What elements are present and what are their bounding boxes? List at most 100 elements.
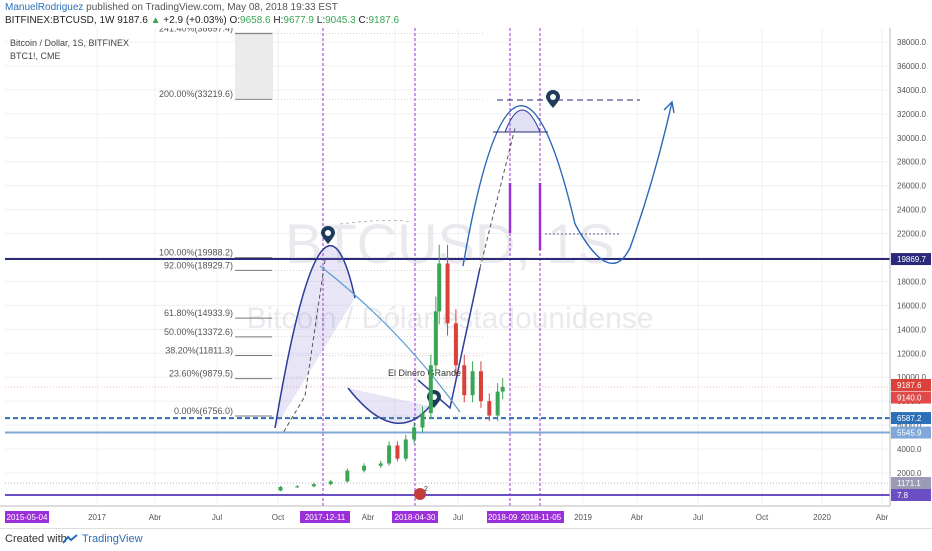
y-tick-label: 12000.0 (897, 349, 926, 358)
chart-header: ManuelRodriguez published on TradingView… (0, 0, 932, 28)
candle-body (500, 386, 505, 392)
candle-body (278, 487, 283, 491)
candle-body (470, 371, 475, 396)
fib-label: 0.00%(6756.0) (174, 406, 233, 416)
dashed-arc-top (339, 220, 413, 225)
legend-main: Bitcoin / Dollar, 1S, BITFINEX (10, 38, 129, 48)
candle-body (311, 484, 316, 487)
y-tick-label: 14000.0 (897, 325, 926, 334)
candle-body (295, 486, 300, 488)
x-date-highlight-text: 2017-12-11 (305, 513, 346, 522)
author-link[interactable]: ManuelRodriguez (5, 2, 84, 13)
x-tick-label: 2019 (574, 513, 592, 522)
price-label-box (891, 412, 931, 425)
cup-left-arc (274, 245, 356, 429)
low-value: 9045.3 (325, 15, 356, 26)
projection-drawings: El Dinero GRande (274, 90, 675, 434)
x-tick-label: Jul (212, 513, 222, 522)
y-tick-label: 22000.0 (897, 230, 926, 239)
price-label-text: 9187.6 (897, 381, 922, 390)
price-label-box (891, 477, 931, 489)
x-date-highlight-text: 2018-09- (488, 513, 520, 522)
candle-body (362, 465, 367, 471)
x-tick-label: Abr (362, 513, 375, 522)
candle-body (428, 365, 433, 414)
candle-body (345, 470, 350, 482)
fib-extension-band (235, 32, 273, 98)
price-label-box (891, 489, 931, 501)
candle-body (445, 263, 450, 324)
time-axis: 2017 Abr Jul Oct Jul 2019 Abr Jul Oct 2020 Abr Abr 2… (0, 505, 890, 523)
candle-body (420, 413, 425, 428)
price-label-text: 9140.0 (897, 394, 922, 403)
x-tick-label: 2020 (813, 513, 831, 522)
x-date-highlight (5, 511, 49, 523)
watermark-symbol: BTCUSD, 1S (285, 212, 615, 275)
chart-area[interactable]: BTCUSD, 1S Bitcoin / Dólar estadounidens… (0, 24, 932, 528)
tradingview-logo-icon (62, 534, 78, 544)
last-price: 9187.6 (117, 15, 148, 26)
projection-arrowhead (663, 100, 675, 114)
x-tick-label: Abr (631, 513, 644, 522)
projection-arc-second (574, 101, 673, 265)
high-value: 9677.9 (283, 15, 314, 26)
x-date-highlight-text: 2015-05-04 (7, 513, 48, 522)
candle-body (453, 323, 458, 366)
price-axis: 2000.04000.06000.08000.010000.012000.014… (889, 28, 931, 506)
rally-arrow-path (417, 267, 481, 410)
grid (5, 28, 890, 506)
created-with-text: Created with (5, 533, 67, 545)
vertical-markers (322, 28, 542, 506)
flag-icon[interactable]: 2 (414, 486, 428, 500)
legend-compare: BTC1!, CME (10, 51, 61, 61)
x-tick-label: Oct (272, 513, 285, 522)
fib-label: 92.00%(18929.7) (164, 260, 233, 270)
y-tick-label: 2000.0 (897, 469, 922, 478)
candle-body (412, 427, 417, 440)
top-cup-fill (504, 109, 541, 133)
price-label-text: 7.8 (897, 491, 909, 500)
symbol-label: BITFINEX:BTCUSD, 1W (5, 15, 115, 26)
fib-label: 50.00%(13372.6) (164, 327, 233, 337)
footer: Created with TradingView (0, 528, 932, 551)
price-label-text: 6587.2 (897, 414, 922, 423)
candle-body (462, 365, 467, 396)
open-label: O: (229, 15, 241, 26)
x-date-highlight (487, 511, 521, 523)
candle-body (395, 445, 400, 459)
close-label: C: (358, 15, 369, 26)
x-tick-label: Abr (149, 513, 162, 522)
x-date-highlight-text: 2018-04-30 (395, 513, 436, 522)
price-label-box (891, 426, 931, 439)
up-arrow-icon: ▲ (150, 15, 161, 26)
brand-link[interactable]: TradingView (82, 533, 143, 545)
x-date-highlight (392, 511, 438, 523)
candle-body (478, 371, 483, 402)
projection-arc-up (462, 105, 576, 267)
candle-body (328, 481, 333, 485)
candlestick-series (278, 244, 505, 492)
publish-text: published on TradingView.com, May 08, 20… (86, 2, 338, 13)
fib-label: 200.00%(33219.6) (159, 89, 233, 99)
y-tick-label: 10000.0 (897, 373, 926, 382)
candle-body (433, 311, 438, 366)
x-tick-label: Jul (693, 513, 703, 522)
fib-label: 61.80%(14933.9) (164, 308, 233, 318)
x-date-highlight (518, 511, 564, 523)
candle-body (387, 445, 392, 464)
y-tick-label: 18000.0 (897, 277, 926, 286)
y-tick-label: 34000.0 (897, 86, 926, 95)
x-tick-label: Jul (453, 513, 463, 522)
svg-text:2: 2 (424, 486, 428, 493)
price-chart[interactable]: BTCUSD, 1S Bitcoin / Dólar estadounidens… (0, 24, 932, 528)
y-tick-label: 28000.0 (897, 158, 926, 167)
candle-body (437, 263, 442, 312)
y-tick-label: 6000.0 (897, 421, 922, 430)
location-marker-1 (321, 226, 335, 244)
annotation-label: El Dinero GRande (388, 368, 461, 378)
y-tick-label: 16000.0 (897, 301, 926, 310)
y-tick-label: 4000.0 (897, 445, 922, 454)
candle-body (378, 463, 383, 466)
ohlc-line: BITFINEX:BTCUSD, 1W 9187.6 ▲ +2.9 (+0.03… (5, 15, 399, 26)
publish-info: ManuelRodriguez published on TradingView… (5, 2, 338, 13)
